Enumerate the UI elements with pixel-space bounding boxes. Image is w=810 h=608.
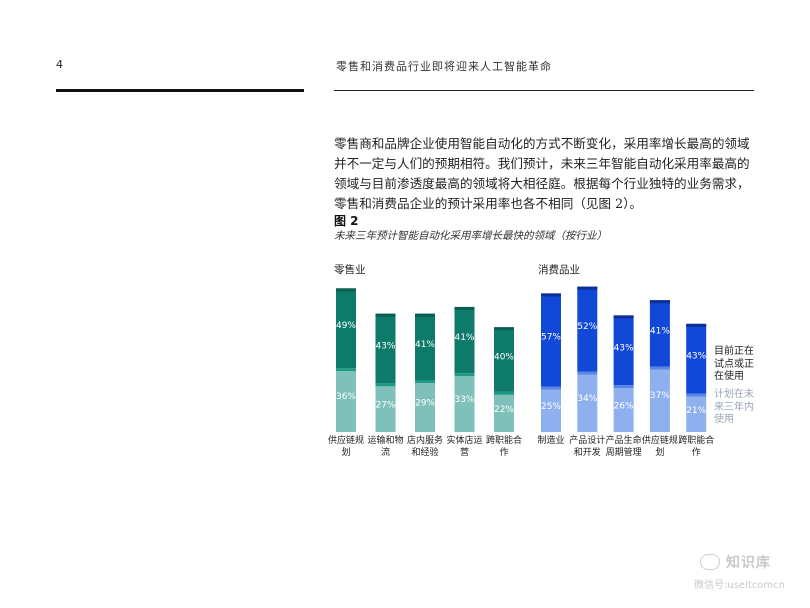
bar-planned — [415, 382, 435, 432]
category-label: 供应链规划 — [642, 434, 678, 458]
category-label: 运输和物流 — [367, 434, 403, 458]
category-label: 供应链规划 — [328, 434, 364, 458]
bar-cap — [454, 306, 475, 310]
category-label: 跨职能合作 — [678, 434, 714, 458]
bar-current — [494, 327, 514, 392]
bar-current — [454, 306, 475, 374]
bar-divider — [494, 391, 514, 395]
chart-title: 消费品业 — [538, 263, 580, 276]
bar-cap — [336, 288, 356, 292]
bar-current — [577, 286, 598, 372]
bar-planned — [336, 371, 356, 432]
figure-label: 图 2 — [334, 214, 359, 228]
bar-label-planned: 34% — [577, 394, 597, 404]
category-label: 店内服务和经验 — [407, 434, 443, 458]
bar-label-planned: 26% — [614, 401, 634, 411]
bar-cap — [541, 293, 561, 297]
bar-label-current: 43% — [686, 352, 706, 362]
bar-current — [415, 313, 435, 380]
bar-current — [541, 293, 561, 387]
bar-current — [649, 300, 670, 367]
bar-planned — [541, 389, 561, 432]
bar-divider — [375, 383, 396, 387]
bar-divider — [649, 366, 670, 370]
bar-label-current: 41% — [650, 326, 670, 336]
bar-divider — [415, 379, 435, 383]
bar-label-current: 40% — [494, 353, 514, 363]
bar-label-current: 41% — [415, 340, 435, 350]
bar-label-current: 57% — [541, 333, 561, 343]
bar-planned — [577, 374, 598, 432]
bar-divider — [686, 393, 707, 397]
chart-title: 零售业 — [334, 263, 366, 276]
bar-label-current: 43% — [614, 343, 634, 353]
category-label: 制造业 — [537, 434, 564, 446]
body-paragraph: 零售商和品牌企业使用智能自动化的方式不断变化，采用率增长最高的领域并不一定与人们… — [334, 136, 750, 211]
bar-label-planned: 33% — [454, 395, 474, 405]
bar-label-planned: 27% — [375, 400, 395, 410]
wechat-icon — [700, 554, 720, 570]
bar-planned — [454, 376, 475, 432]
bar-label-current: 52% — [577, 322, 597, 332]
bar-label-planned: 37% — [650, 391, 670, 401]
figure-caption: 未来三年预计智能自动化采用率增长最快的领域（按行业） — [334, 230, 607, 242]
bar-planned — [375, 386, 396, 432]
bar-label-planned: 29% — [415, 399, 435, 409]
bar-label-planned: 22% — [494, 405, 514, 415]
bar-planned — [649, 369, 670, 432]
watermark-sub: 微信号:useitcomcn — [694, 580, 785, 591]
watermark-logo: 知识库 — [726, 555, 771, 571]
category-label: 实体店运营 — [446, 434, 482, 458]
bar-label-planned: 21% — [686, 406, 706, 416]
bar-cap — [577, 286, 598, 290]
running-header: 零售和消费品行业即将迎来人工智能革命 — [336, 60, 552, 73]
bar-label-current: 43% — [375, 342, 395, 352]
header-rule-right — [334, 90, 754, 91]
bar-planned — [613, 388, 634, 432]
bar-divider — [454, 373, 475, 377]
bar-label-current: 49% — [336, 321, 356, 331]
bar-current — [375, 313, 396, 384]
bar-cap — [686, 323, 707, 327]
bar-planned — [494, 394, 514, 432]
bar-planned — [686, 396, 707, 432]
bar-label-current: 41% — [454, 333, 474, 343]
bar-current — [686, 323, 707, 394]
category-label: 产品设计和开发 — [569, 434, 605, 458]
bar-current — [613, 315, 634, 386]
bar-current — [336, 288, 356, 369]
bar-divider — [541, 386, 561, 390]
category-label: 跨职能合作 — [486, 434, 522, 458]
watermark: 知识库 微信号:useitcomcn — [694, 552, 785, 591]
bar-cap — [649, 300, 670, 304]
legend-planned: 计划在未来三年内使用 — [714, 389, 754, 425]
bar-divider — [613, 385, 634, 389]
bar-divider — [577, 371, 598, 375]
bar-divider — [336, 368, 356, 372]
header-rule-left — [56, 89, 304, 92]
bar-label-planned: 36% — [336, 392, 356, 402]
bar-cap — [415, 313, 435, 317]
legend-current: 目前正在试点或正在使用 — [714, 346, 754, 382]
bar-label-planned: 25% — [541, 402, 561, 412]
bar-cap — [375, 313, 396, 317]
category-label: 产品生命周期管理 — [606, 434, 642, 458]
bar-cap — [613, 315, 634, 319]
bar-cap — [494, 327, 514, 331]
page-number: 4 — [56, 58, 63, 71]
